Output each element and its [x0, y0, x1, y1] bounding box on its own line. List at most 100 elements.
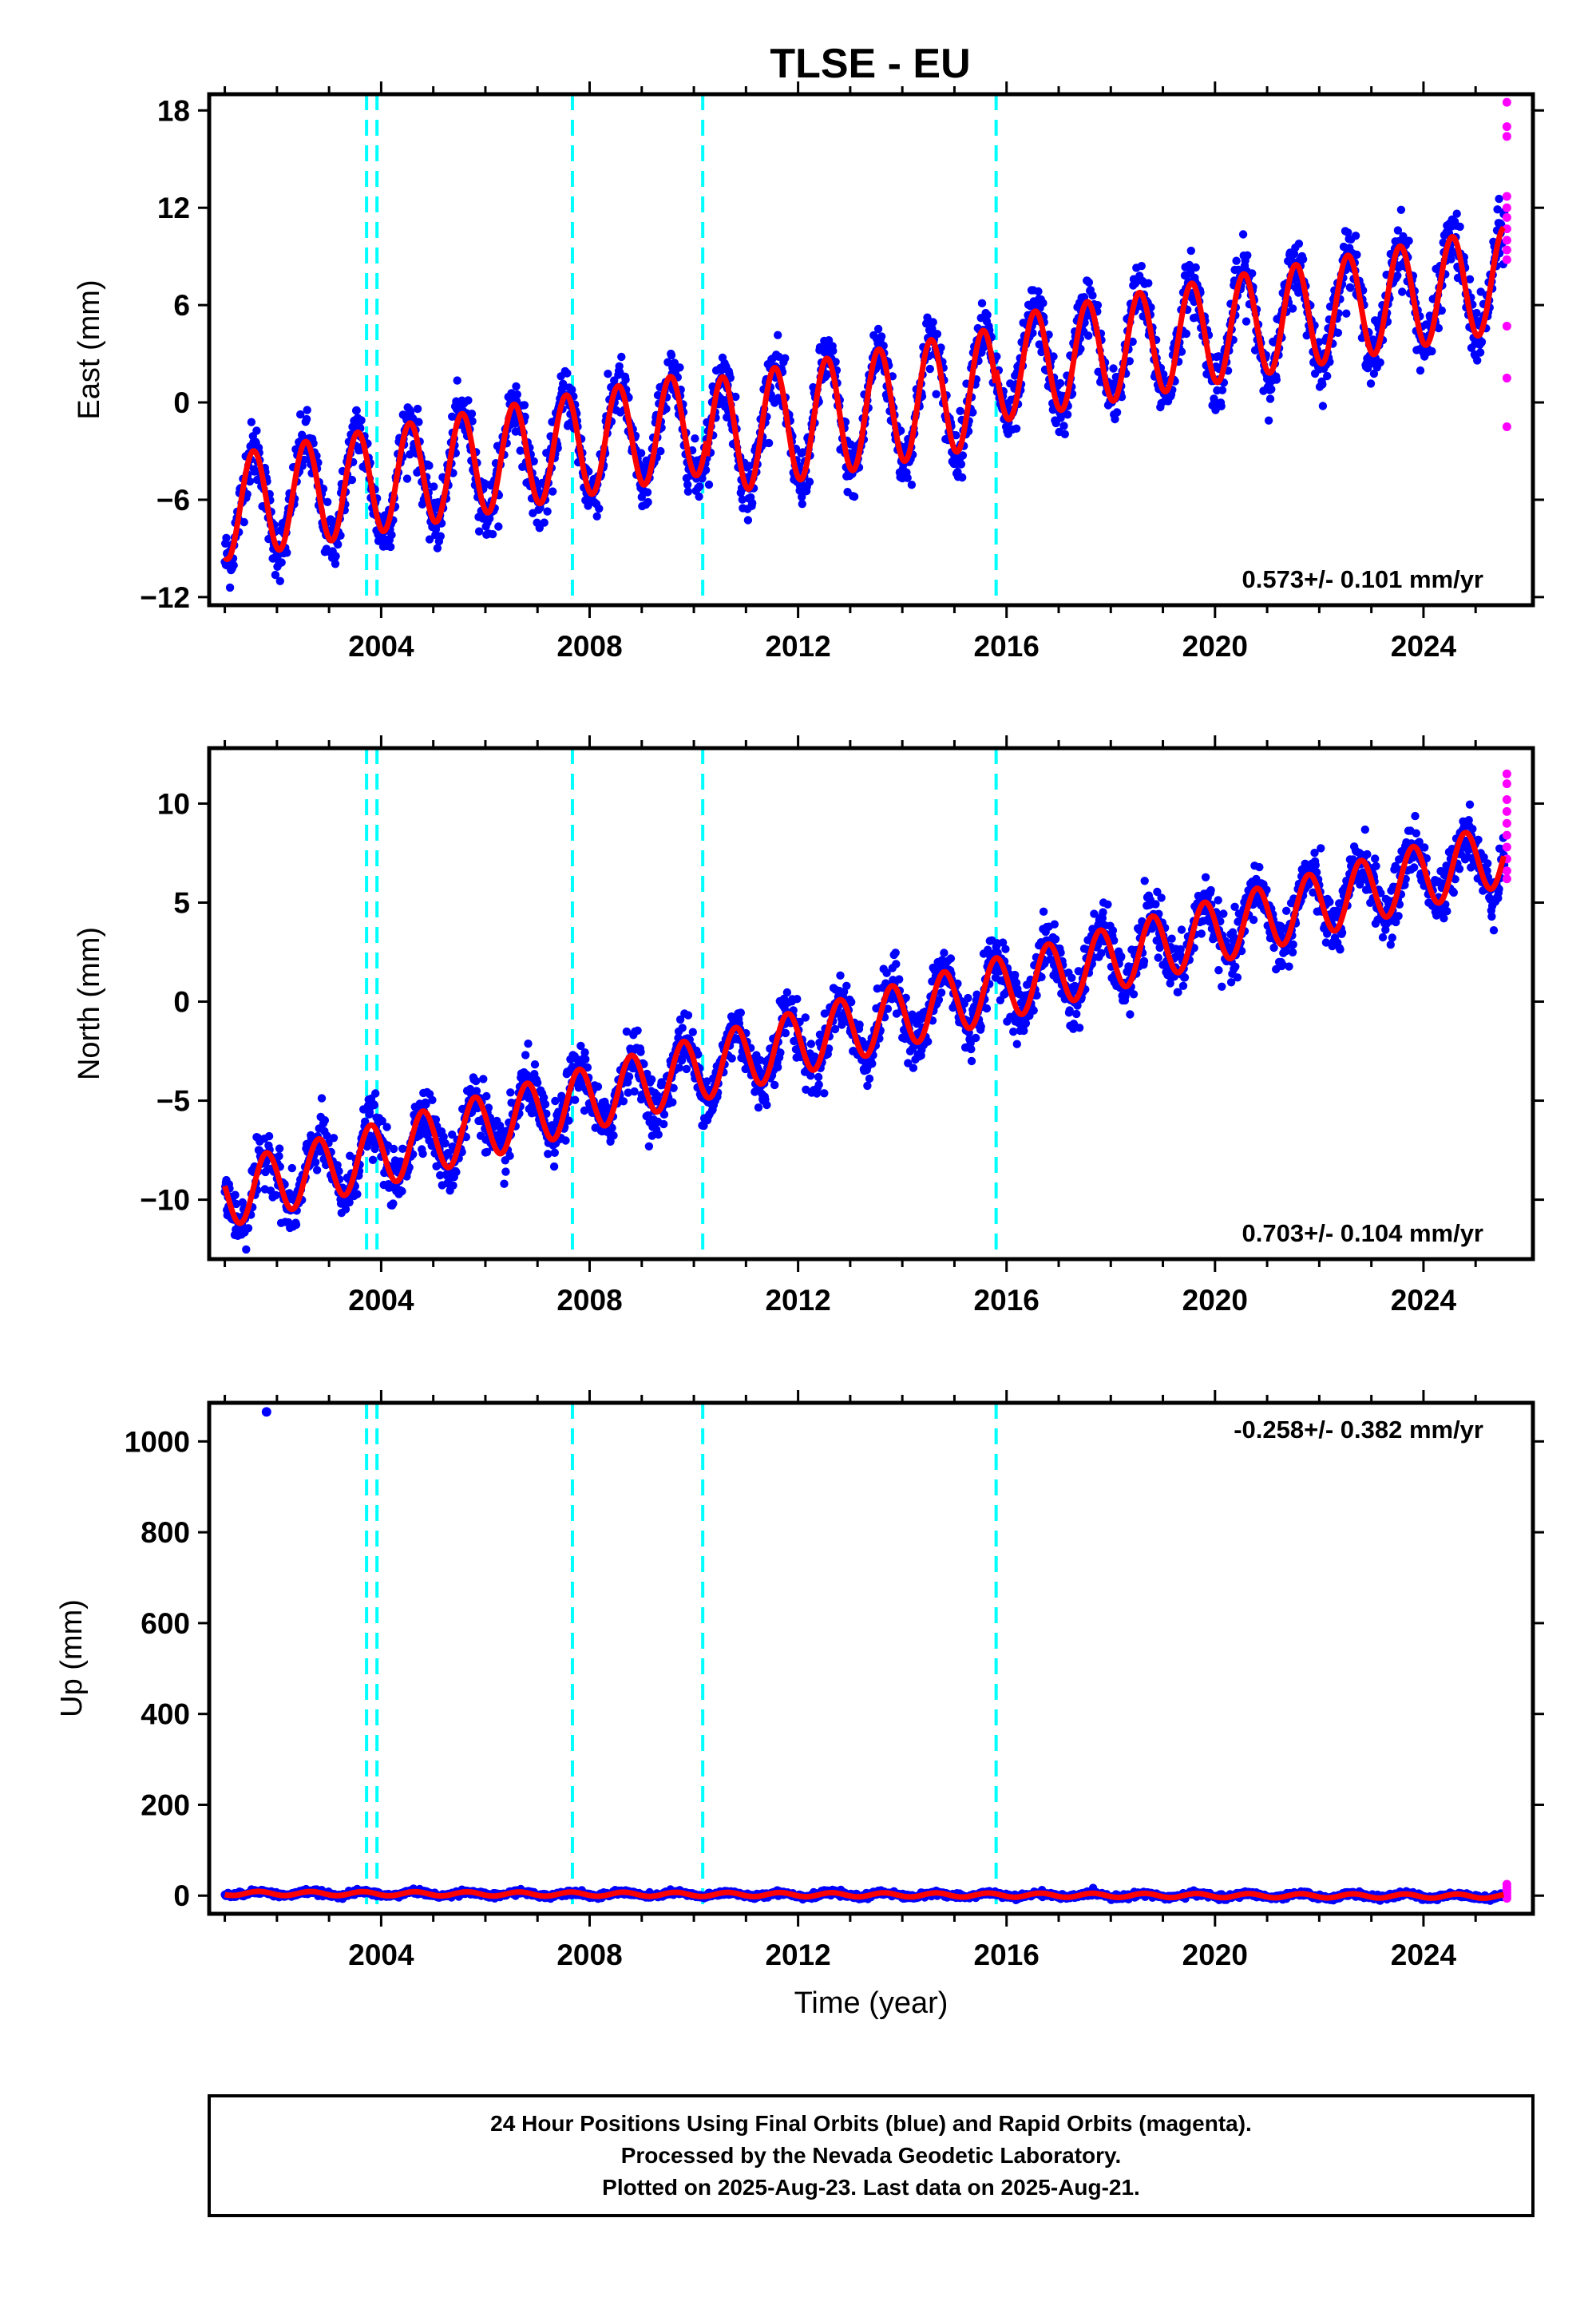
point [331, 560, 340, 568]
point [1140, 877, 1149, 885]
rapid-point [1502, 132, 1511, 141]
point [544, 1150, 552, 1158]
point [909, 1063, 918, 1072]
point [402, 474, 412, 483]
point [425, 535, 434, 544]
point [1323, 371, 1332, 381]
point [1020, 1026, 1028, 1036]
point [1073, 1001, 1082, 1010]
point [1483, 859, 1492, 868]
point [529, 457, 538, 465]
y-tick-label: 0 [173, 386, 190, 419]
point [581, 1055, 590, 1063]
rapid-point [1502, 374, 1511, 383]
point [806, 1071, 815, 1080]
point [1182, 329, 1191, 339]
point [865, 1074, 874, 1083]
rapid-point [1502, 97, 1511, 107]
point [814, 1072, 823, 1082]
point [776, 1048, 785, 1057]
point [624, 1088, 632, 1097]
point [1360, 825, 1370, 834]
point [1351, 232, 1360, 240]
point [302, 414, 311, 424]
point [1039, 907, 1048, 917]
rapid-point [1502, 212, 1511, 222]
y-tick-label: 18 [157, 94, 190, 127]
point [1012, 424, 1021, 433]
point [846, 440, 855, 449]
point [966, 1039, 975, 1048]
point [1109, 364, 1118, 373]
rapid-point [1502, 236, 1511, 245]
point [1376, 358, 1384, 367]
point [222, 533, 231, 542]
model-line-segment-0 [222, 374, 710, 562]
y-tick-label: 6 [173, 289, 190, 322]
point [472, 1076, 481, 1086]
point [1449, 888, 1459, 897]
point [414, 418, 423, 426]
rate-label: 0.573+/- 0.101 mm/yr [1242, 565, 1483, 593]
point [648, 1131, 656, 1140]
point [805, 477, 814, 486]
point [506, 1088, 515, 1097]
point [608, 1123, 616, 1132]
point [1294, 240, 1304, 248]
plot-area [220, 748, 1511, 1259]
point [630, 1087, 639, 1096]
point [425, 461, 434, 470]
point [1346, 283, 1355, 292]
point [311, 1158, 320, 1167]
point [1037, 972, 1046, 982]
point [934, 996, 944, 1004]
point [636, 1048, 645, 1056]
point [1388, 933, 1397, 942]
point [1197, 929, 1206, 938]
point [1051, 935, 1060, 944]
axes-frame [207, 92, 1535, 608]
point [1455, 222, 1464, 232]
point [539, 1093, 549, 1103]
point [521, 1051, 530, 1059]
point [1214, 966, 1223, 975]
point [1144, 279, 1153, 287]
point [998, 938, 1008, 947]
point [743, 516, 753, 525]
point [433, 544, 442, 553]
y-tick-label: −6 [156, 484, 190, 517]
point [781, 354, 790, 362]
point [1021, 1019, 1031, 1028]
point [892, 960, 901, 968]
point [1072, 1009, 1081, 1019]
point [1079, 293, 1089, 302]
point [245, 477, 255, 486]
rapid-point [1502, 203, 1511, 212]
point [863, 1081, 872, 1091]
point [1039, 299, 1047, 307]
point [1129, 990, 1139, 999]
point [801, 1013, 810, 1022]
point [675, 363, 684, 372]
point [1264, 416, 1273, 425]
point [830, 1024, 840, 1034]
point [296, 410, 305, 419]
point [675, 1063, 683, 1072]
point [923, 313, 932, 322]
point [704, 480, 714, 489]
point [1372, 861, 1380, 871]
point [1404, 236, 1413, 245]
point [1242, 317, 1251, 326]
point [1325, 897, 1334, 906]
point [431, 1115, 441, 1124]
point [1342, 309, 1351, 318]
point [238, 1198, 247, 1207]
point [449, 1181, 457, 1190]
point [464, 396, 473, 405]
point [873, 324, 883, 334]
point [1378, 933, 1388, 942]
point [543, 507, 552, 516]
point [1231, 962, 1240, 972]
point [781, 1028, 790, 1038]
